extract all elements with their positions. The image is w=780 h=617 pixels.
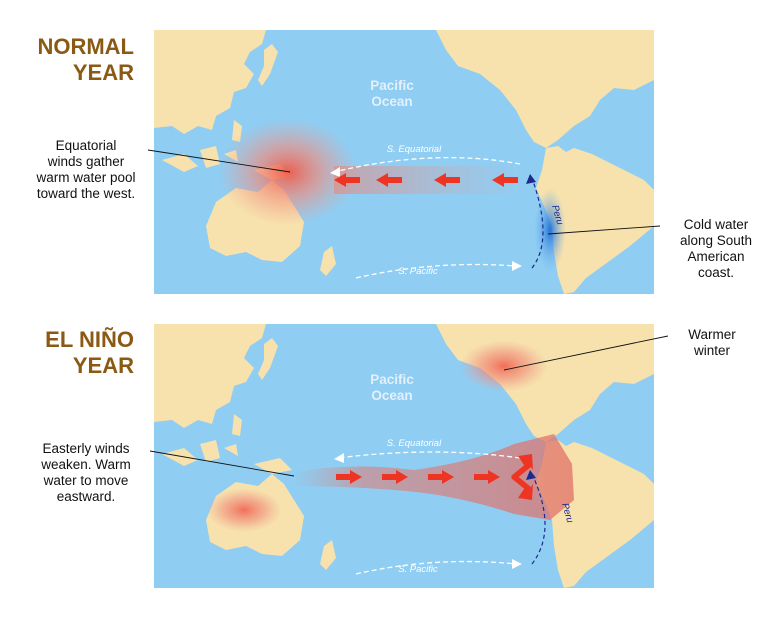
wind-arrow [336, 470, 362, 484]
australia-warm-area [206, 488, 282, 532]
s-pacific-label: S. Pacific [398, 564, 438, 575]
ocean-label-line-1: Pacific [370, 372, 414, 387]
el-nino-year-heading: EL NIÑO YEAR [45, 327, 134, 379]
heading-line-1: EL NIÑO [45, 327, 134, 352]
philippines [232, 414, 242, 436]
normal-year-heading: NORMAL YEAR [37, 34, 134, 86]
normal-east-callout: Cold water along South American coast. [660, 217, 772, 281]
new-zealand [320, 540, 336, 570]
s-pacific-current-arrow [355, 560, 517, 575]
callout-line: water to move [43, 473, 129, 488]
el-nino-map-svg: Pacific Ocean S. Equatorial S. Pacific P… [154, 324, 654, 588]
ocean-label-line-2: Ocean [371, 388, 412, 403]
heading-line-1: NORMAL [37, 34, 134, 59]
normal-west-callout: Equatorial winds gather warm water pool … [22, 138, 150, 202]
callout-line: Warmer [688, 327, 736, 342]
s-equatorial-label: S. Equatorial [387, 438, 442, 449]
wind-arrow [428, 470, 454, 484]
wind-arrow [334, 173, 360, 187]
s-pacific-current-arrow [355, 263, 517, 279]
heading-line-2: YEAR [72, 60, 134, 85]
japan [258, 338, 278, 380]
s-equatorial-arrowhead [330, 167, 340, 177]
s-equatorial-current-arrow [337, 451, 521, 459]
wind-arrow [434, 173, 460, 187]
normal-year-map: Pacific Ocean S. Equatorial S. Pacific P… [154, 30, 654, 294]
japan [258, 44, 278, 86]
north-america-warm-area [460, 340, 548, 392]
s-pacific-arrowhead [512, 261, 522, 271]
callout-line: Cold water [683, 217, 749, 232]
callout-line: winter [693, 343, 730, 358]
north-america [436, 30, 654, 148]
wind-arrow [376, 173, 402, 187]
s-equatorial-label: S. Equatorial [387, 144, 442, 155]
normal-map-svg: Pacific Ocean S. Equatorial S. Pacific P… [154, 30, 654, 294]
south-america [536, 146, 654, 294]
wind-arrow [492, 173, 518, 187]
ocean-label-line-2: Ocean [371, 94, 412, 109]
callout-line: coast. [697, 265, 735, 280]
callout-line: toward the west. [36, 186, 136, 201]
callout-line: American [687, 249, 745, 264]
heading-line-2: YEAR [72, 353, 134, 378]
peru-current-arrow [531, 177, 544, 269]
peru-arrowhead [526, 174, 536, 184]
callout-line: eastward. [56, 489, 116, 504]
s-equatorial-arrowhead [334, 453, 344, 463]
callout-line: weaken. Warm [41, 457, 131, 472]
asia-landmass [154, 30, 266, 134]
trade-wind-arrows [334, 173, 518, 187]
el-nino-west-callout: Easterly winds weaken. Warm water to mov… [26, 441, 146, 505]
wind-arrow [474, 470, 500, 484]
wind-arrow-up [511, 454, 533, 480]
asia-landmass [154, 324, 266, 428]
el-nino-east-callout: Warmer winter [672, 327, 752, 359]
callout-line: along South [679, 233, 753, 248]
callout-line: Equatorial [55, 138, 117, 153]
s-equatorial-current-arrow [333, 156, 521, 173]
el-nino-year-map: Pacific Ocean S. Equatorial S. Pacific P… [154, 324, 654, 588]
wind-arrow-down [511, 474, 533, 500]
peru-arrowhead [526, 470, 536, 480]
new-zealand [320, 246, 336, 276]
peru-current-arrow [531, 473, 546, 565]
callout-line: winds gather [47, 154, 125, 169]
callout-line: warm water pool [36, 170, 136, 185]
s-pacific-label: S. Pacific [398, 266, 438, 277]
callout-line: Easterly winds [42, 441, 130, 456]
s-pacific-arrowhead [512, 559, 522, 569]
ocean-label-line-1: Pacific [370, 78, 414, 93]
wind-arrow [382, 470, 408, 484]
eastward-wind-arrows [336, 454, 533, 500]
